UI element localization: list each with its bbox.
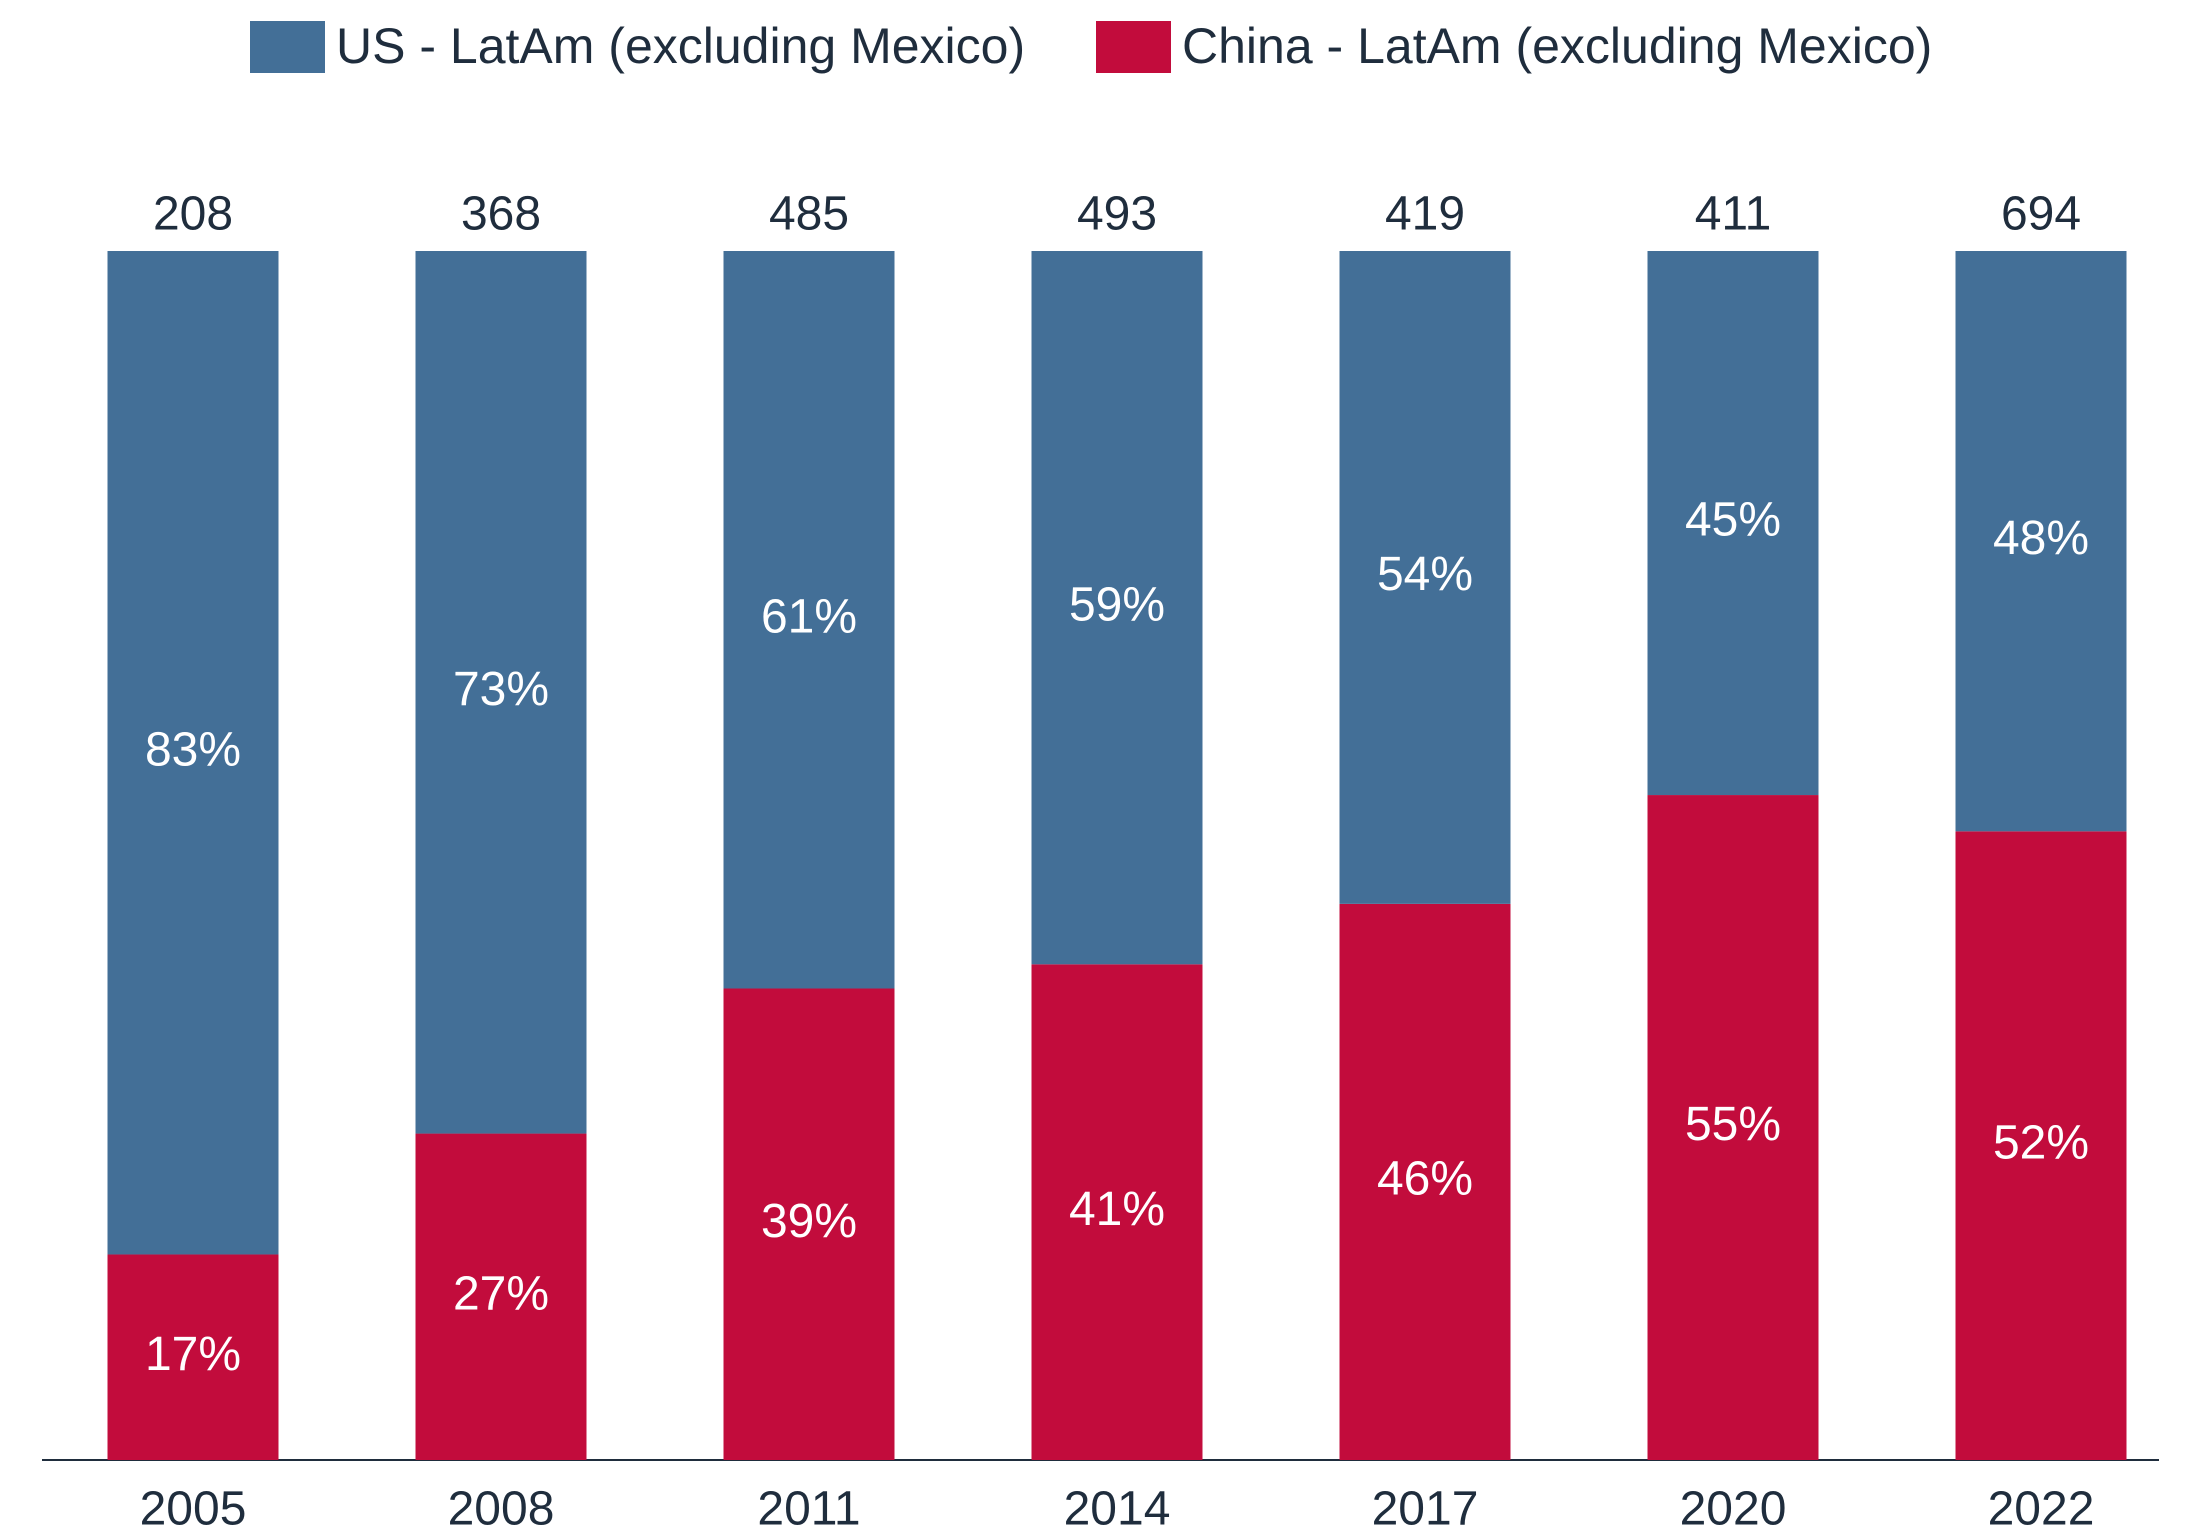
value-label: 39%: [761, 1195, 857, 1248]
x-tick-label: 2005: [140, 1483, 247, 1533]
total-label: 694: [2001, 188, 2081, 241]
bar-segment: [1339, 251, 1511, 904]
bar-segment: [723, 251, 895, 989]
x-tick-label: 2017: [1372, 1483, 1479, 1533]
x-tick-label: 2014: [1064, 1483, 1171, 1533]
bar-segment: [1647, 251, 1819, 796]
value-label: 45%: [1685, 494, 1781, 547]
legend-label: US - LatAm (excluding Mexico): [336, 18, 1025, 74]
bar-segment: [1955, 251, 2127, 832]
value-label: 52%: [1993, 1116, 2089, 1169]
x-tick-label: 2011: [757, 1483, 860, 1533]
value-label: 83%: [145, 723, 241, 776]
value-label: 59%: [1069, 578, 1165, 631]
bar-segment: [107, 1254, 279, 1460]
bar-segment: [415, 251, 587, 1134]
x-tick-label: 2022: [1988, 1483, 2095, 1533]
bar-segment: [723, 988, 895, 1460]
bar-segment: [1031, 964, 1203, 1460]
legend-swatch: [250, 21, 325, 73]
total-label: 368: [461, 188, 541, 241]
bar-segment: [415, 1133, 587, 1460]
value-label: 54%: [1377, 548, 1473, 601]
legend-label: China - LatAm (excluding Mexico): [1182, 18, 1932, 74]
value-label: 61%: [761, 590, 857, 643]
value-label: 41%: [1069, 1183, 1165, 1236]
bar-segment: [1647, 795, 1819, 1460]
value-label: 73%: [453, 663, 549, 716]
total-label: 493: [1077, 188, 1157, 241]
value-label: 27%: [453, 1267, 549, 1320]
bar-segment: [1955, 831, 2127, 1460]
bar-segment: [1031, 251, 1203, 965]
value-label: 48%: [1993, 512, 2089, 565]
total-label: 419: [1385, 188, 1465, 241]
bar-segment: [107, 251, 279, 1255]
bar-segment: [1339, 903, 1511, 1460]
total-label: 485: [769, 188, 849, 241]
value-label: 46%: [1377, 1153, 1473, 1206]
value-label: 55%: [1685, 1098, 1781, 1151]
x-tick-label: 2008: [448, 1483, 555, 1533]
x-tick-label: 2020: [1680, 1483, 1787, 1533]
total-label: 411: [1695, 188, 1772, 241]
total-label: 208: [153, 188, 233, 241]
value-label: 17%: [145, 1328, 241, 1381]
legend-swatch: [1096, 21, 1171, 73]
